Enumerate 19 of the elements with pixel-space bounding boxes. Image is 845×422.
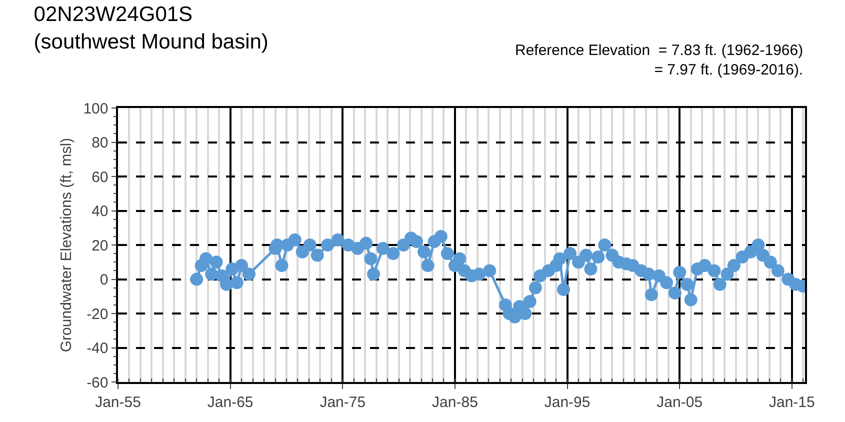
x-tick-label: Jan-65: [207, 394, 254, 411]
y-tick-label: 80: [92, 134, 108, 152]
x-tick-label: Jan-75: [320, 394, 366, 411]
chart-title: 02N23W24G01S (southwest Mound basin): [34, 3, 268, 54]
y-tick-label: 20: [92, 237, 108, 254]
x-tick-label: Jan-55: [95, 394, 141, 411]
y-tick-label: 40: [92, 203, 108, 220]
y-tick-label: -20: [86, 306, 108, 323]
y-tick-label: 100: [83, 100, 108, 118]
y-tick-label: 60: [92, 168, 108, 186]
y-tick-label: -60: [86, 374, 108, 392]
y-tick-label: 0: [100, 272, 108, 288]
x-tick-label: Jan-95: [544, 394, 590, 411]
x-tick-label: Jan-85: [432, 394, 478, 411]
x-tick-label: Jan-15: [768, 394, 815, 411]
text: Reference Elevation = 7.83 ft. (1962-1966) = 7.97 ft. (1969-2016).: [515, 42, 804, 78]
x-tick-label: Jan-05: [656, 394, 703, 411]
y-axis-title: Groundwater Elevations (ft, msl): [58, 138, 75, 352]
y-tick-label: -40: [86, 340, 108, 357]
